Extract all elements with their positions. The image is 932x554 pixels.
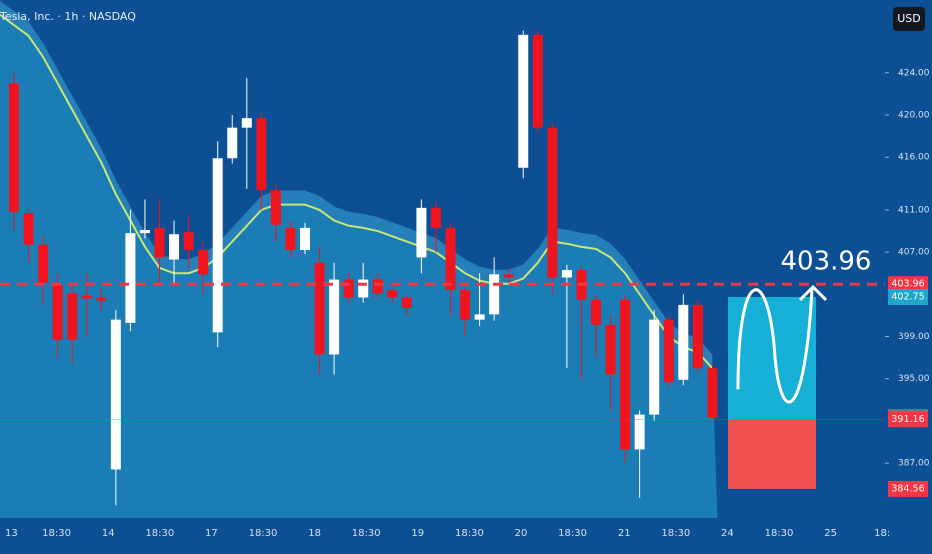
x-tick-label: 18:30 xyxy=(765,528,794,539)
ma-area xyxy=(0,14,718,518)
price-callout: 403.96 xyxy=(781,247,872,277)
price-label-bg xyxy=(888,480,928,497)
candle-body xyxy=(38,244,49,283)
candle-body xyxy=(547,127,558,278)
price-label-bg xyxy=(888,411,928,428)
y-tick-label: 420.00 xyxy=(898,110,930,120)
candle-body xyxy=(9,83,19,213)
candle-body xyxy=(81,295,92,299)
candle-body xyxy=(649,319,660,415)
candle-body xyxy=(678,304,689,380)
x-tick-label: 18:30 xyxy=(661,528,690,539)
candle-body xyxy=(460,290,471,320)
candle-body xyxy=(707,368,718,418)
candle-body xyxy=(329,279,340,355)
candle-body xyxy=(561,270,572,278)
candle-body xyxy=(256,118,267,190)
candle-body xyxy=(358,279,369,298)
x-tick-label: 17 xyxy=(205,528,218,539)
forecast-arrow xyxy=(736,288,814,404)
candle-body xyxy=(474,314,485,320)
price-label: 384.56 xyxy=(891,483,924,494)
y-tick-label: 411.00 xyxy=(898,205,930,215)
candle-body xyxy=(343,279,354,298)
candle-body xyxy=(110,319,121,470)
y-tick-label: 387.00 xyxy=(898,459,930,469)
candle-body xyxy=(663,319,674,382)
x-tick-label: 18:30 xyxy=(455,528,484,539)
candle-body xyxy=(416,207,427,258)
candle-body xyxy=(52,284,63,340)
currency-button[interactable] xyxy=(893,7,925,31)
currency: USD xyxy=(897,12,921,25)
x-tick-label: 24 xyxy=(721,528,734,539)
x-tick-label: 18:30 xyxy=(249,528,278,539)
candle-body xyxy=(445,227,456,291)
x-tick-label: 21 xyxy=(618,528,631,539)
y-tick-label: 395.00 xyxy=(898,374,930,384)
x-tick-label: 18:30 xyxy=(352,528,381,539)
stop-zone xyxy=(728,419,816,489)
x-tick-label: 14 xyxy=(102,528,115,539)
candle-body xyxy=(430,207,441,228)
candle-body xyxy=(634,414,645,450)
chart-title: Tesla, Inc. · 1h · NASDAQ xyxy=(0,10,136,23)
y-tick-label: 424.00 xyxy=(898,68,930,78)
candle-body xyxy=(169,234,180,260)
candle-body xyxy=(605,324,616,375)
candle-body xyxy=(372,279,383,294)
candle-body xyxy=(314,262,325,355)
candle-body xyxy=(401,297,412,309)
candle-body xyxy=(125,233,136,323)
candle-body xyxy=(270,189,281,225)
candle-body xyxy=(300,227,310,251)
price-label-bg xyxy=(888,276,928,293)
x-tick-label: 13 xyxy=(5,528,18,539)
candle-body xyxy=(154,227,165,258)
price-label: 402.75 xyxy=(891,291,924,302)
candle-body xyxy=(212,158,223,333)
candle-body xyxy=(692,304,703,369)
x-tick-label: 18:30 xyxy=(558,528,587,539)
y-tick-label: 416.00 xyxy=(898,153,930,163)
candle-body xyxy=(591,299,601,325)
x-tick-label: 20 xyxy=(515,528,528,539)
candle-body xyxy=(489,274,500,315)
price-label: 403.96 xyxy=(891,279,924,290)
y-tick-label: 407.00 xyxy=(898,248,930,258)
candle-body xyxy=(532,34,543,128)
x-tick-label: 18: xyxy=(874,528,890,539)
candle-body xyxy=(198,250,209,275)
candle-body xyxy=(285,227,296,251)
candle-body xyxy=(67,293,78,340)
price-label-bg xyxy=(888,288,928,305)
candle-body xyxy=(23,213,34,245)
arrow-head xyxy=(798,284,828,302)
x-tick-label: 19 xyxy=(411,528,424,539)
x-tick-label: 25 xyxy=(824,528,837,539)
candle-body xyxy=(227,127,238,159)
candle-body xyxy=(518,34,529,168)
candle-body xyxy=(387,290,398,298)
candle-body xyxy=(241,118,252,128)
candle-body xyxy=(183,232,194,251)
x-tick-label: 18:30 xyxy=(145,528,174,539)
price-label: 391.16 xyxy=(891,414,924,425)
x-tick-label: 18 xyxy=(308,528,321,539)
candle-body xyxy=(620,299,631,450)
candle-body xyxy=(139,229,150,234)
y-tick-label: 399.00 xyxy=(898,332,930,342)
target-zone xyxy=(728,296,816,420)
x-tick-label: 18:30 xyxy=(42,528,71,539)
candle-body xyxy=(503,274,514,278)
candle-body xyxy=(96,297,107,301)
